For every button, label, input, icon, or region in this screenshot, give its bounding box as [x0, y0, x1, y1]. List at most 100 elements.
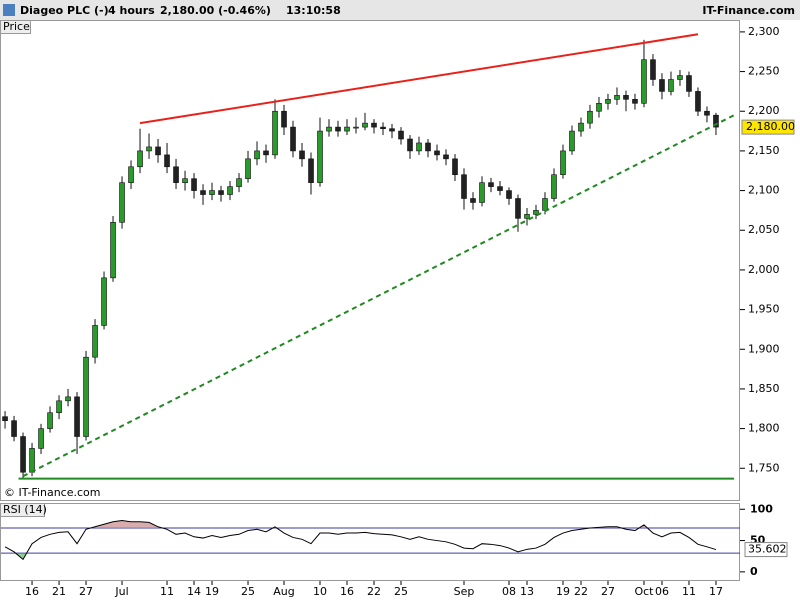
x-tick-label: 16	[25, 585, 39, 598]
candle-body	[164, 154, 170, 168]
last-price-label: 2,180.00	[746, 120, 795, 133]
x-tick-label: 19	[556, 585, 570, 598]
x-tick-label: 17	[709, 585, 723, 598]
x-tick-label: 14	[187, 585, 201, 598]
candle-body	[227, 186, 233, 195]
candle-body	[650, 59, 656, 80]
x-tick-label: 22	[574, 585, 588, 598]
candle-body	[443, 154, 449, 160]
x-tick-label: 08	[502, 585, 516, 598]
candle-body	[470, 198, 476, 203]
candle-body	[506, 190, 512, 199]
candle-body	[515, 198, 521, 219]
y-tick-label: 1,800	[748, 422, 780, 435]
y-tick-label: 2,250	[748, 65, 780, 78]
y-tick-label: 2,150	[748, 144, 780, 157]
x-tick-label: 27	[79, 585, 93, 598]
candle-body	[191, 178, 197, 191]
candle-body	[11, 420, 17, 437]
candle-body	[560, 150, 566, 176]
y-tick-label: 2,050	[748, 223, 780, 236]
candle-body	[209, 190, 215, 195]
instrument: Diageo PLC (-)	[20, 4, 109, 17]
y-tick-label: 100	[750, 502, 773, 515]
candle-body	[47, 412, 53, 429]
candle-body	[308, 158, 314, 183]
y-tick-label: 1,900	[748, 342, 780, 355]
rsi-value-label: 35.602	[748, 543, 787, 556]
candle-body	[623, 95, 629, 100]
candle-body	[596, 103, 602, 112]
rsi-panel	[0, 503, 740, 581]
candle-body	[659, 79, 665, 92]
x-tick-label: Jul	[114, 585, 128, 598]
candle-body	[686, 75, 692, 92]
app-icon	[3, 4, 15, 16]
brand: IT-Finance.com	[702, 4, 795, 17]
candle-body	[542, 198, 548, 211]
candle-body	[587, 110, 593, 124]
rsi-line	[4, 520, 717, 561]
candle-body	[434, 150, 440, 156]
x-tick-label: 13	[520, 585, 534, 598]
candle-body	[479, 182, 485, 203]
candle-body	[2, 416, 8, 421]
candle-body	[65, 396, 71, 402]
candle-body	[56, 400, 62, 414]
x-tick-label: 27	[601, 585, 615, 598]
candle-body	[713, 114, 719, 128]
candle-body	[182, 178, 188, 183]
candle-body	[254, 150, 260, 160]
candle-body	[290, 126, 296, 152]
x-tick-label: Sep	[454, 585, 475, 598]
x-tick-label: Aug	[273, 585, 294, 598]
candle-body	[155, 146, 161, 156]
rsi-overbought-fill	[5, 520, 716, 529]
x-tick-label: 10	[313, 585, 327, 598]
candle-body	[425, 142, 431, 152]
candle-body	[533, 210, 539, 215]
candle-body	[371, 122, 377, 128]
last-price-box	[741, 119, 795, 135]
x-tick-label: 11	[682, 585, 696, 598]
candle-body	[317, 130, 323, 183]
y-tick-label: 2,200	[748, 104, 780, 117]
candle-body	[380, 126, 386, 129]
y-tick-label: 2,300	[748, 25, 780, 38]
candle-body	[524, 214, 530, 219]
panel-tag	[0, 20, 31, 34]
candle-body	[83, 356, 89, 437]
candle-body	[641, 59, 647, 104]
header-bar	[0, 0, 800, 20]
candle-body	[677, 75, 683, 80]
candle-body	[200, 190, 206, 195]
rsi-label: RSI (14)	[3, 503, 47, 516]
price-label: Price	[3, 20, 30, 33]
candle-body	[668, 79, 674, 92]
candle-body	[569, 130, 575, 152]
x-tick-label: 25	[241, 585, 255, 598]
x-tick-label: 22	[367, 585, 381, 598]
y-tick-label: 2,000	[748, 263, 780, 276]
x-tick-label: 21	[52, 585, 66, 598]
candle-body	[146, 146, 152, 152]
candle-body	[335, 126, 341, 132]
y-tick-label: 0	[750, 565, 758, 578]
interval: 4 hours	[108, 4, 155, 17]
candle-body	[551, 174, 557, 199]
candle-body	[281, 110, 287, 128]
candle-body	[344, 126, 350, 132]
rsi-value-box	[744, 542, 788, 558]
panel-tag	[0, 503, 45, 517]
x-tick-label: 16	[340, 585, 354, 598]
x-tick-label: 19	[205, 585, 219, 598]
candle-body	[704, 110, 710, 116]
x-tick-label: 25	[394, 585, 408, 598]
trendline	[139, 33, 699, 125]
candle-body	[614, 95, 620, 100]
candle-body	[173, 166, 179, 183]
candle-body	[101, 277, 107, 326]
candle-body	[389, 128, 395, 132]
candle-body	[353, 126, 359, 129]
